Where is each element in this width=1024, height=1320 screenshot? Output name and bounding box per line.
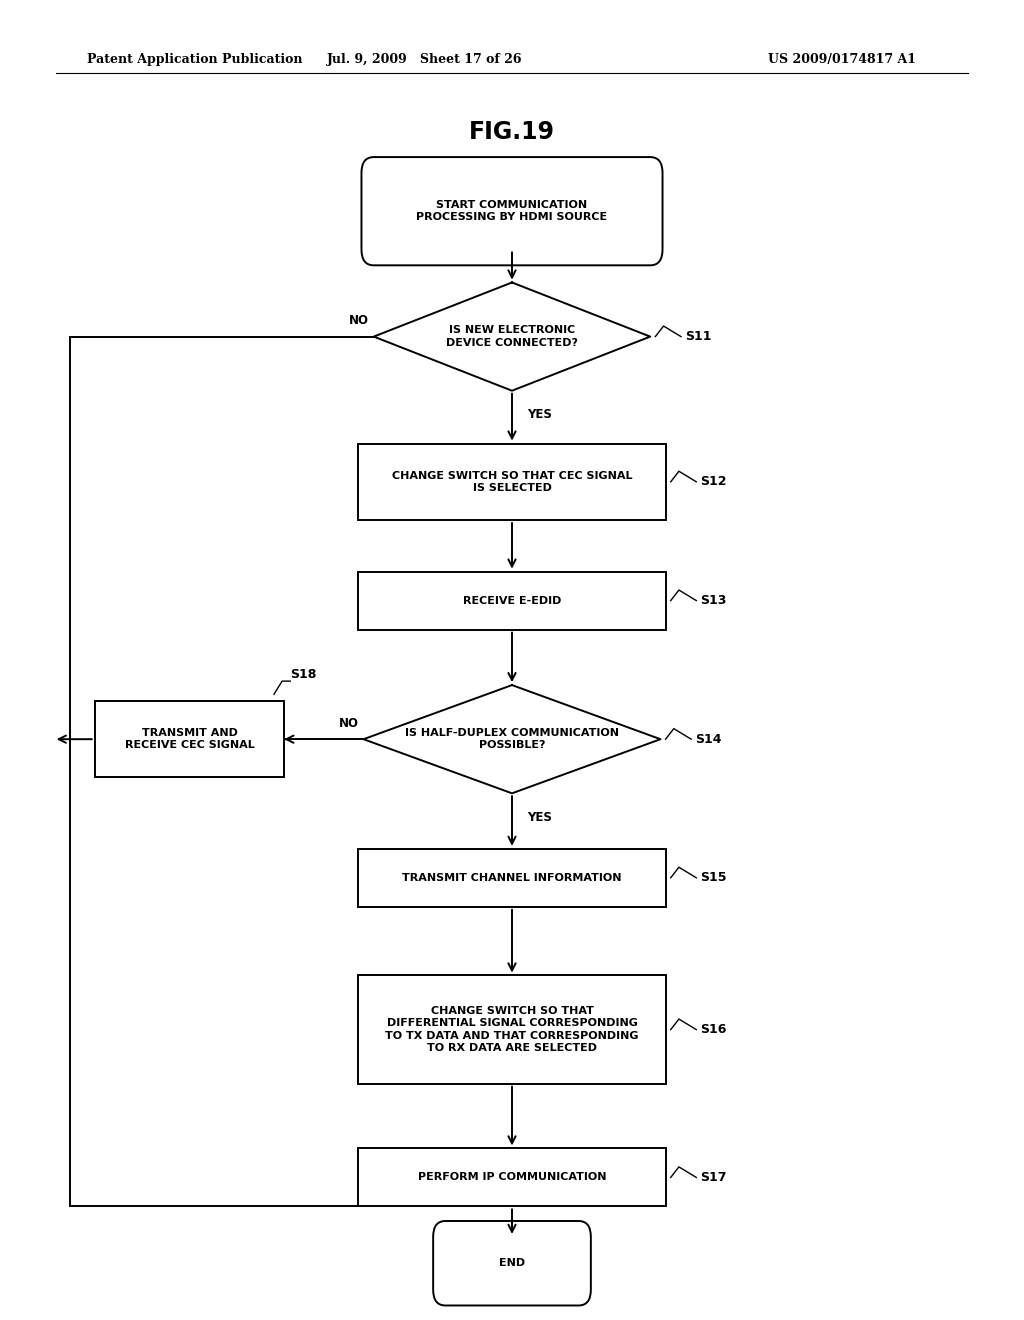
Text: PERFORM IP COMMUNICATION: PERFORM IP COMMUNICATION: [418, 1172, 606, 1183]
Bar: [94, 701, 284, 777]
Text: END: END: [499, 1258, 525, 1269]
Text: S18: S18: [291, 668, 316, 681]
Text: S12: S12: [700, 475, 727, 488]
Text: YES: YES: [527, 408, 552, 421]
Bar: [358, 849, 666, 907]
Bar: [358, 975, 666, 1084]
Bar: [358, 444, 666, 520]
Text: TRANSMIT CHANNEL INFORMATION: TRANSMIT CHANNEL INFORMATION: [402, 873, 622, 883]
Polygon shape: [364, 685, 660, 793]
Text: US 2009/0174817 A1: US 2009/0174817 A1: [768, 53, 916, 66]
Text: IS HALF-DUPLEX COMMUNICATION
POSSIBLE?: IS HALF-DUPLEX COMMUNICATION POSSIBLE?: [406, 729, 618, 750]
Polygon shape: [374, 282, 650, 391]
Text: S17: S17: [700, 1171, 727, 1184]
Text: YES: YES: [527, 810, 552, 824]
Text: START COMMUNICATION
PROCESSING BY HDMI SOURCE: START COMMUNICATION PROCESSING BY HDMI S…: [417, 201, 607, 222]
Bar: [358, 572, 666, 630]
Text: S14: S14: [695, 733, 722, 746]
Text: S11: S11: [685, 330, 712, 343]
Text: CHANGE SWITCH SO THAT CEC SIGNAL
IS SELECTED: CHANGE SWITCH SO THAT CEC SIGNAL IS SELE…: [392, 471, 632, 492]
Text: FIG.19: FIG.19: [469, 120, 555, 144]
Text: IS NEW ELECTRONIC
DEVICE CONNECTED?: IS NEW ELECTRONIC DEVICE CONNECTED?: [446, 326, 578, 347]
Text: NO: NO: [338, 717, 358, 730]
Text: NO: NO: [348, 314, 369, 327]
Text: S15: S15: [700, 871, 727, 884]
Text: CHANGE SWITCH SO THAT
DIFFERENTIAL SIGNAL CORRESPONDING
TO TX DATA AND THAT CORR: CHANGE SWITCH SO THAT DIFFERENTIAL SIGNA…: [385, 1006, 639, 1053]
Text: S13: S13: [700, 594, 727, 607]
FancyBboxPatch shape: [361, 157, 663, 265]
Text: RECEIVE E-EDID: RECEIVE E-EDID: [463, 595, 561, 606]
Text: S16: S16: [700, 1023, 727, 1036]
Bar: [358, 1148, 666, 1206]
Text: Jul. 9, 2009   Sheet 17 of 26: Jul. 9, 2009 Sheet 17 of 26: [328, 53, 522, 66]
Text: TRANSMIT AND
RECEIVE CEC SIGNAL: TRANSMIT AND RECEIVE CEC SIGNAL: [125, 729, 254, 750]
FancyBboxPatch shape: [433, 1221, 591, 1305]
Text: Patent Application Publication: Patent Application Publication: [87, 53, 302, 66]
